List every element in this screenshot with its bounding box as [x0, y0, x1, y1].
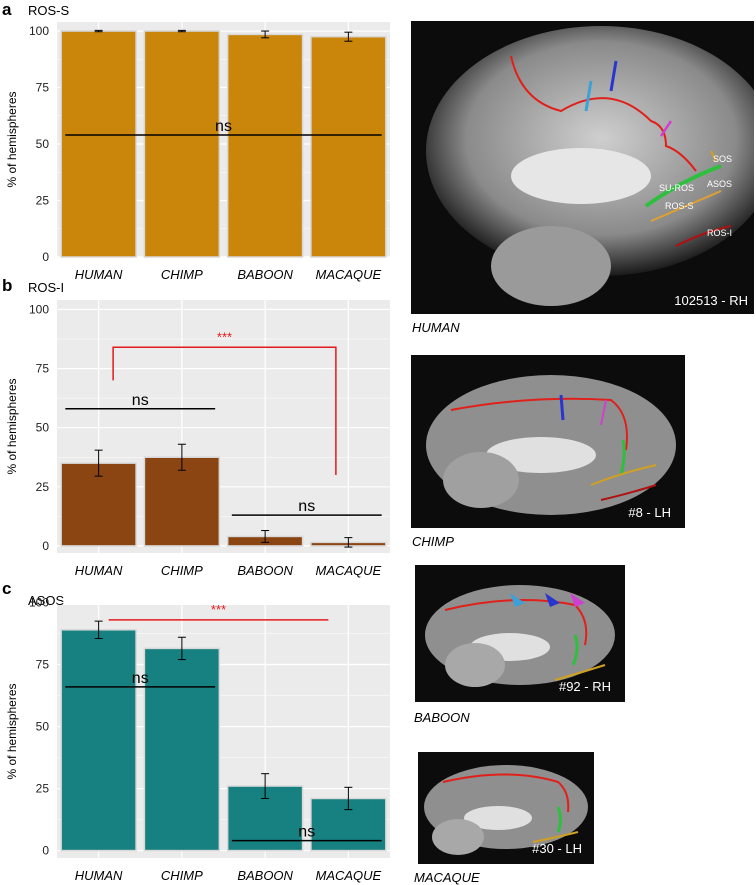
brain-image-baboon: #92 - RH: [415, 565, 625, 702]
y-tick-label: 25: [36, 480, 50, 494]
x-tick-label: CHIMP: [161, 563, 203, 578]
chart-a: 0 25 50 75 100 HUMAN CHIMP BABOON MACAQUE % of he…: [5, 22, 390, 282]
significance-ns: ns: [298, 498, 315, 515]
brain-id-chimp: #8 - LH: [628, 505, 671, 520]
panel-letter-c: c: [2, 579, 11, 598]
y-tick-label: 100: [29, 24, 49, 38]
x-tick-label: MACAQUE: [316, 868, 382, 883]
brain-image-chimp: #8 - LH: [411, 355, 685, 528]
sulcus-label-ros-s: ROS-S: [665, 201, 694, 211]
x-tick-label: HUMAN: [75, 563, 123, 578]
y-tick-label: 25: [36, 194, 50, 208]
y-tick-label: 0: [42, 844, 49, 858]
y-tick-label: 0: [42, 539, 49, 553]
species-caption-chimp: CHIMP: [412, 534, 454, 549]
sulcus-label-ros-i: ROS-I: [707, 228, 733, 238]
x-tick-label: BABOON: [237, 563, 293, 578]
panel-title-a: ROS-S: [28, 3, 70, 18]
bar-human: [60, 629, 137, 852]
significance-ns: ns: [215, 118, 232, 135]
brain-image-human: SOS SU-ROS ASOS ROS-S ROS-I 102513 - RH: [411, 21, 754, 314]
significance-ns: ns: [132, 392, 149, 409]
significance-bracket: [112, 346, 337, 475]
bar-chimp: [143, 456, 221, 547]
y-tick-label: 100: [29, 302, 49, 316]
bar-human: [60, 30, 137, 258]
y-tick-label: 0: [42, 250, 49, 264]
species-caption-macaque: MACAQUE: [414, 870, 480, 885]
panel-letter-b: b: [2, 276, 12, 295]
species-caption-baboon: BABOON: [414, 710, 470, 725]
y-axis-label: % of hemispheres: [5, 91, 19, 187]
x-tick-label: HUMAN: [75, 868, 123, 883]
significance-stars: ***: [217, 329, 232, 344]
x-tick-label: CHIMP: [161, 868, 203, 883]
brain-id-macaque: #30 - LH: [532, 841, 582, 856]
y-tick-label: 50: [36, 137, 50, 151]
y-tick-label: 75: [36, 81, 50, 95]
significance-ns: ns: [132, 670, 149, 687]
y-axis-label: % of hemispheres: [5, 683, 19, 779]
y-tick-label: 50: [36, 720, 50, 734]
brain-image-macaque: #30 - LH: [418, 752, 594, 864]
y-tick-label: 75: [36, 362, 50, 376]
panel-title-b: ROS-I: [28, 280, 64, 295]
species-caption-human: HUMAN: [412, 320, 460, 335]
panel-title-c: ASOS: [28, 593, 64, 608]
chart-b: 0 25 50 75 100 HUMAN CHIMP BABOON MACAQUE % of he…: [5, 300, 390, 578]
bar-chimp: [143, 30, 221, 258]
brain-id-human: 102513 - RH: [674, 293, 748, 308]
y-tick-label: 100: [29, 596, 49, 610]
x-tick-label: BABOON: [237, 267, 293, 282]
significance-ns: ns: [298, 824, 315, 841]
sulcus-label-su-ros: SU-ROS: [659, 183, 695, 193]
x-tick-label: MACAQUE: [316, 563, 382, 578]
x-tick-label: MACAQUE: [316, 267, 382, 282]
y-axis-label: % of hemispheres: [5, 378, 19, 474]
y-tick-label: 50: [36, 421, 50, 435]
y-tick-label: 75: [36, 658, 50, 672]
y-tick-label: 25: [36, 782, 50, 796]
x-tick-label: CHIMP: [161, 267, 203, 282]
panel-letter-a: a: [2, 0, 12, 19]
bar-baboon: [226, 33, 304, 258]
significance-stars: ***: [211, 602, 226, 617]
brain-id-baboon: #92 - RH: [558, 679, 611, 694]
bar-chimp: [143, 647, 221, 852]
sulcus-label-sos: SOS: [713, 154, 733, 164]
chart-c: 0 25 50 75 100 HUMAN CHIMP BABOON MACAQUE % of he…: [5, 596, 390, 883]
x-tick-label: BABOON: [237, 868, 293, 883]
x-tick-label: HUMAN: [75, 267, 123, 282]
sulcus-label-asos: ASOS: [707, 179, 733, 189]
bar-human: [60, 462, 137, 547]
bar-macaque: [310, 35, 387, 258]
